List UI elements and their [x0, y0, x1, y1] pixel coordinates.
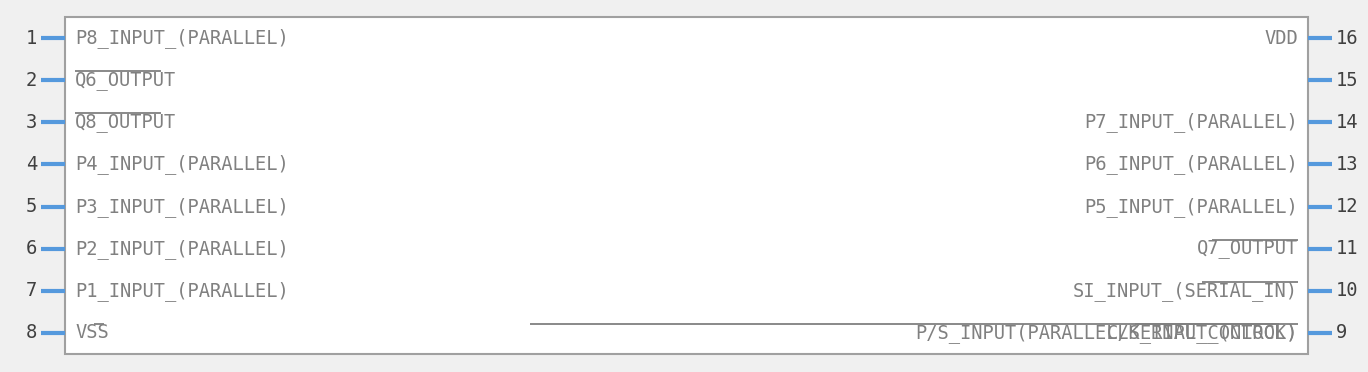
- Text: 10: 10: [1337, 281, 1358, 300]
- Text: 6: 6: [26, 239, 37, 258]
- Text: P1_INPUT_(PARALLEL): P1_INPUT_(PARALLEL): [75, 281, 289, 301]
- Text: 3: 3: [26, 113, 37, 132]
- Text: P8_INPUT_(PARALLEL): P8_INPUT_(PARALLEL): [75, 28, 289, 48]
- Text: P6_INPUT_(PARALLEL): P6_INPUT_(PARALLEL): [1085, 154, 1298, 174]
- Text: P3_INPUT_(PARALLEL): P3_INPUT_(PARALLEL): [75, 196, 289, 217]
- Text: CLK_INPUT_(CLOCK): CLK_INPUT_(CLOCK): [1107, 323, 1298, 343]
- Text: VDD: VDD: [1264, 29, 1298, 48]
- Text: 7: 7: [26, 281, 37, 300]
- Text: VSS: VSS: [75, 323, 108, 343]
- Text: 13: 13: [1337, 155, 1358, 174]
- Text: 1: 1: [26, 29, 37, 48]
- Text: 4: 4: [26, 155, 37, 174]
- Text: 5: 5: [26, 197, 37, 216]
- Text: 16: 16: [1337, 29, 1358, 48]
- Text: 8: 8: [26, 323, 37, 343]
- Text: 14: 14: [1337, 113, 1358, 132]
- Text: Q6_OUTPUT: Q6_OUTPUT: [75, 71, 176, 90]
- Text: Q8_OUTPUT: Q8_OUTPUT: [75, 113, 176, 132]
- Text: 9: 9: [1337, 323, 1347, 343]
- Text: P7_INPUT_(PARALLEL): P7_INPUT_(PARALLEL): [1085, 112, 1298, 132]
- Text: P5_INPUT_(PARALLEL): P5_INPUT_(PARALLEL): [1085, 196, 1298, 217]
- Text: 2: 2: [26, 71, 37, 90]
- Text: P2_INPUT_(PARALLEL): P2_INPUT_(PARALLEL): [75, 239, 289, 259]
- Text: 12: 12: [1337, 197, 1358, 216]
- Text: SI_INPUT_(SERIAL_IN): SI_INPUT_(SERIAL_IN): [1073, 281, 1298, 301]
- Text: P/S_INPUT(PARALLEL/SERIAL_CONTROL): P/S_INPUT(PARALLEL/SERIAL_CONTROL): [915, 323, 1298, 343]
- Text: 15: 15: [1337, 71, 1358, 90]
- Text: P4_INPUT_(PARALLEL): P4_INPUT_(PARALLEL): [75, 154, 289, 174]
- Text: 11: 11: [1337, 239, 1358, 258]
- Text: Q7_OUTPUT: Q7_OUTPUT: [1197, 239, 1298, 258]
